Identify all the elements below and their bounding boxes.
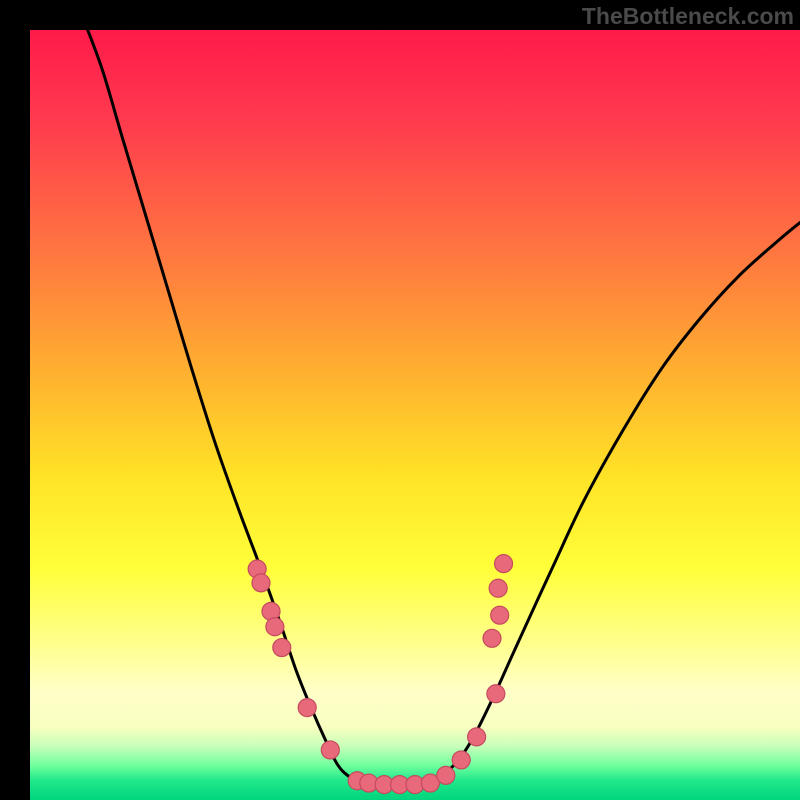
- data-marker: [266, 618, 284, 636]
- data-marker: [491, 606, 509, 624]
- data-marker: [489, 579, 507, 597]
- data-marker: [273, 639, 291, 657]
- data-marker: [483, 629, 501, 647]
- data-marker: [437, 766, 455, 784]
- data-marker: [452, 751, 470, 769]
- watermark-text: TheBottleneck.com: [582, 3, 794, 30]
- chart-container: TheBottleneck.com: [0, 0, 800, 800]
- data-marker: [321, 741, 339, 759]
- data-marker: [495, 555, 513, 573]
- data-markers: [248, 555, 512, 794]
- data-marker: [298, 699, 316, 717]
- plot-area: [30, 30, 800, 800]
- bottleneck-curve: [88, 30, 800, 785]
- curve-layer: [30, 30, 800, 800]
- data-marker: [487, 685, 505, 703]
- data-marker: [252, 574, 270, 592]
- data-marker: [468, 728, 486, 746]
